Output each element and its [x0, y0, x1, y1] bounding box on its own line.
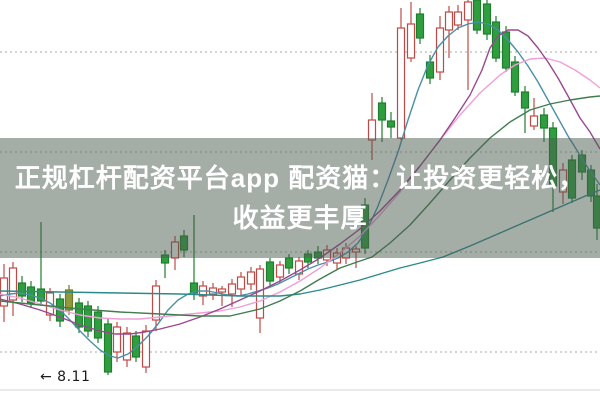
candle-body — [265, 261, 275, 282]
candle-body — [246, 271, 256, 285]
candle-body — [529, 115, 539, 127]
candle-body — [472, 0, 482, 31]
candle-body — [539, 114, 549, 129]
candle-body — [520, 91, 530, 109]
candle-body — [227, 283, 237, 295]
candle-body — [510, 61, 520, 93]
candle-body — [8, 267, 18, 301]
candle-body — [453, 11, 463, 26]
candle-body — [93, 311, 103, 339]
candle-body — [36, 288, 46, 302]
candle-body — [103, 323, 113, 373]
ma-blue-line — [0, 21, 600, 359]
ma-pink-line — [0, 57, 600, 320]
ma-darkgreen-line — [0, 95, 600, 317]
candle-body — [0, 277, 9, 307]
candle-body — [435, 27, 445, 73]
candle-body — [284, 257, 294, 269]
ad-banner-text-line2: 收益更丰厚 — [232, 203, 368, 233]
low-price-marker: ← 8.11 — [40, 369, 91, 385]
candle-body — [45, 292, 55, 316]
candle-body — [131, 335, 141, 358]
candle-body — [236, 276, 246, 290]
candle-body — [444, 11, 454, 31]
ad-banner-text-line1: 正规杠杆配资平台app 配资猫：让投资更轻松， — [14, 163, 586, 193]
candle-body — [377, 102, 387, 121]
candle-body — [151, 285, 161, 321]
candle-body — [64, 289, 74, 311]
candle-body — [217, 288, 227, 293]
candle-body — [386, 120, 396, 128]
candle-body — [482, 3, 492, 35]
candle-body — [122, 332, 132, 361]
candle-body — [415, 13, 425, 39]
candle-body — [463, 1, 473, 21]
candle-body — [141, 330, 151, 368]
candle-body — [396, 27, 406, 139]
candle-body — [406, 23, 416, 59]
ad-banner-overlay: 正规杠杆配资平台app 配资猫：让投资更轻松， 收益更丰厚 — [0, 138, 600, 258]
candle-body — [367, 119, 377, 141]
candle-body — [189, 282, 199, 294]
candle-body — [275, 264, 285, 278]
candle-body — [112, 326, 122, 353]
candle-body — [255, 268, 265, 319]
candle-body — [83, 305, 93, 332]
candle-body — [17, 282, 27, 297]
